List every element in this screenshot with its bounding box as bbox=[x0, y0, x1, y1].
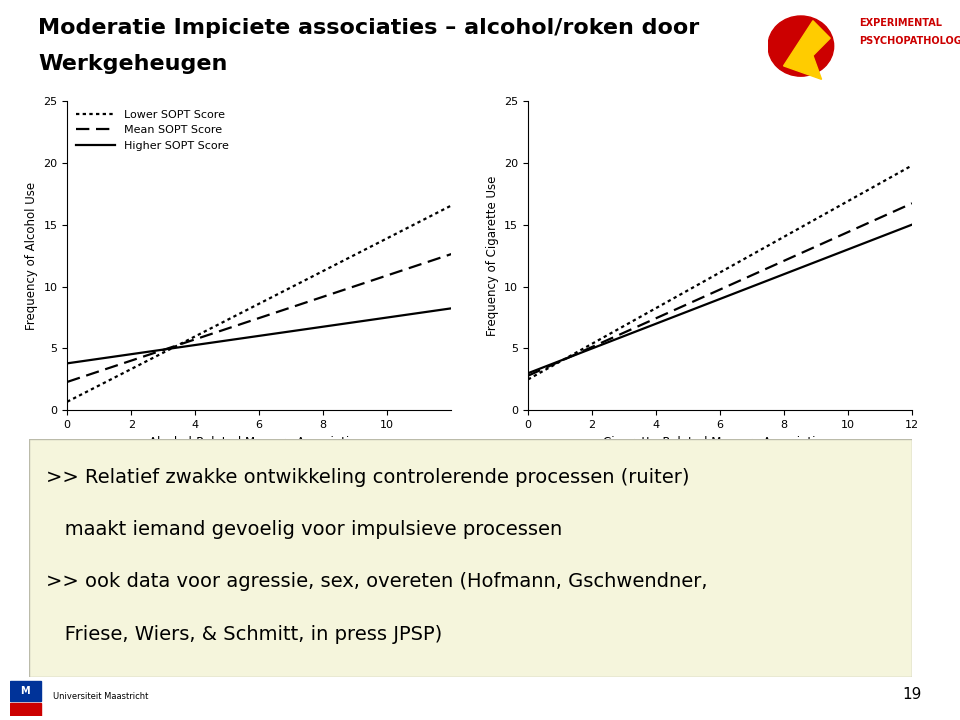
Lower SOPT Score bbox=[445, 202, 457, 210]
Text: EXPERIMENTAL: EXPERIMENTAL bbox=[859, 18, 942, 28]
Mean SOPT Score bbox=[297, 300, 308, 308]
Higher SOPT Score bbox=[751, 281, 762, 289]
Higher SOPT Score bbox=[289, 326, 300, 335]
Mean SOPT Score bbox=[757, 266, 769, 274]
Higher SOPT Score bbox=[750, 281, 761, 289]
Higher SOPT Score bbox=[61, 359, 73, 368]
Mean SOPT Score bbox=[523, 371, 535, 379]
Lower SOPT Score bbox=[410, 220, 421, 228]
Mean SOPT Score bbox=[410, 262, 421, 271]
Higher SOPT Score bbox=[445, 304, 457, 312]
Lower SOPT Score bbox=[290, 281, 301, 289]
X-axis label: Alcohol-Related Memory Associations: Alcohol-Related Memory Associations bbox=[149, 436, 370, 449]
Polygon shape bbox=[783, 21, 830, 79]
Text: Universiteit Maastricht: Universiteit Maastricht bbox=[53, 692, 148, 701]
Bar bbox=[10, 681, 40, 701]
Mean SOPT Score bbox=[751, 269, 762, 277]
Higher SOPT Score bbox=[757, 278, 769, 287]
Text: Friese, Wiers, & Schmitt, in press JPSP): Friese, Wiers, & Schmitt, in press JPSP) bbox=[46, 624, 443, 644]
Higher SOPT Score bbox=[62, 359, 74, 367]
Higher SOPT Score bbox=[906, 220, 918, 229]
Circle shape bbox=[768, 16, 833, 76]
Mean SOPT Score bbox=[385, 270, 396, 279]
Lower SOPT Score bbox=[750, 248, 761, 257]
Mean SOPT Score bbox=[61, 377, 73, 386]
Text: M: M bbox=[20, 685, 30, 696]
Higher SOPT Score bbox=[846, 243, 857, 252]
Y-axis label: Frequency of Alcohol Use: Frequency of Alcohol Use bbox=[25, 181, 37, 330]
Mean SOPT Score bbox=[871, 215, 882, 224]
Lower SOPT Score bbox=[522, 375, 534, 384]
Text: PSYCHOPATHOLOGY: PSYCHOPATHOLOGY bbox=[859, 36, 960, 46]
Lower SOPT Score bbox=[871, 181, 882, 190]
Line: Lower SOPT Score: Lower SOPT Score bbox=[528, 166, 912, 379]
Line: Lower SOPT Score: Lower SOPT Score bbox=[67, 206, 451, 402]
Legend: Lower SOPT Score, Mean SOPT Score, Higher SOPT Score: Lower SOPT Score, Mean SOPT Score, Highe… bbox=[73, 107, 232, 154]
Lower SOPT Score bbox=[751, 248, 762, 256]
Text: Werkgeheugen: Werkgeheugen bbox=[38, 54, 228, 74]
Lower SOPT Score bbox=[61, 397, 73, 406]
Lower SOPT Score bbox=[62, 397, 74, 405]
Higher SOPT Score bbox=[522, 369, 534, 377]
Line: Higher SOPT Score: Higher SOPT Score bbox=[528, 225, 912, 373]
Lower SOPT Score bbox=[846, 195, 857, 204]
Mean SOPT Score bbox=[522, 372, 534, 380]
FancyBboxPatch shape bbox=[29, 439, 912, 677]
Lower SOPT Score bbox=[757, 244, 769, 253]
Higher SOPT Score bbox=[290, 326, 301, 335]
Lower SOPT Score bbox=[297, 277, 308, 286]
Higher SOPT Score bbox=[297, 325, 308, 334]
Text: Moderatie Impiciete associaties – alcohol/roken door: Moderatie Impiciete associaties – alcoho… bbox=[38, 18, 700, 38]
Line: Higher SOPT Score: Higher SOPT Score bbox=[67, 308, 451, 364]
Mean SOPT Score bbox=[445, 250, 457, 258]
Mean SOPT Score bbox=[906, 199, 918, 207]
Text: maakt iemand gevoelig voor impulsieve processen: maakt iemand gevoelig voor impulsieve pr… bbox=[46, 520, 563, 539]
Higher SOPT Score bbox=[410, 309, 421, 318]
Mean SOPT Score bbox=[62, 377, 74, 386]
Mean SOPT Score bbox=[846, 226, 857, 235]
Line: Mean SOPT Score: Mean SOPT Score bbox=[528, 203, 912, 376]
Text: 19: 19 bbox=[902, 687, 922, 702]
X-axis label: Cigarette-Related Memory Associations: Cigarette-Related Memory Associations bbox=[604, 436, 836, 449]
Text: >> Relatief zwakke ontwikkeling controlerende processen (ruiter): >> Relatief zwakke ontwikkeling controle… bbox=[46, 468, 690, 487]
Higher SOPT Score bbox=[385, 312, 396, 321]
Text: >> ook data voor agressie, sex, overeten (Hofmann, Gschwendner,: >> ook data voor agressie, sex, overeten… bbox=[46, 572, 708, 591]
Line: Mean SOPT Score: Mean SOPT Score bbox=[67, 254, 451, 382]
Mean SOPT Score bbox=[289, 302, 300, 310]
Bar bbox=[10, 703, 40, 716]
Y-axis label: Frequency of Cigarette Use: Frequency of Cigarette Use bbox=[486, 176, 498, 336]
Lower SOPT Score bbox=[289, 282, 300, 290]
Mean SOPT Score bbox=[290, 302, 301, 310]
Mean SOPT Score bbox=[750, 269, 761, 278]
Higher SOPT Score bbox=[871, 234, 882, 243]
Lower SOPT Score bbox=[906, 161, 918, 170]
Lower SOPT Score bbox=[385, 232, 396, 240]
Lower SOPT Score bbox=[523, 374, 535, 383]
Higher SOPT Score bbox=[523, 369, 535, 377]
